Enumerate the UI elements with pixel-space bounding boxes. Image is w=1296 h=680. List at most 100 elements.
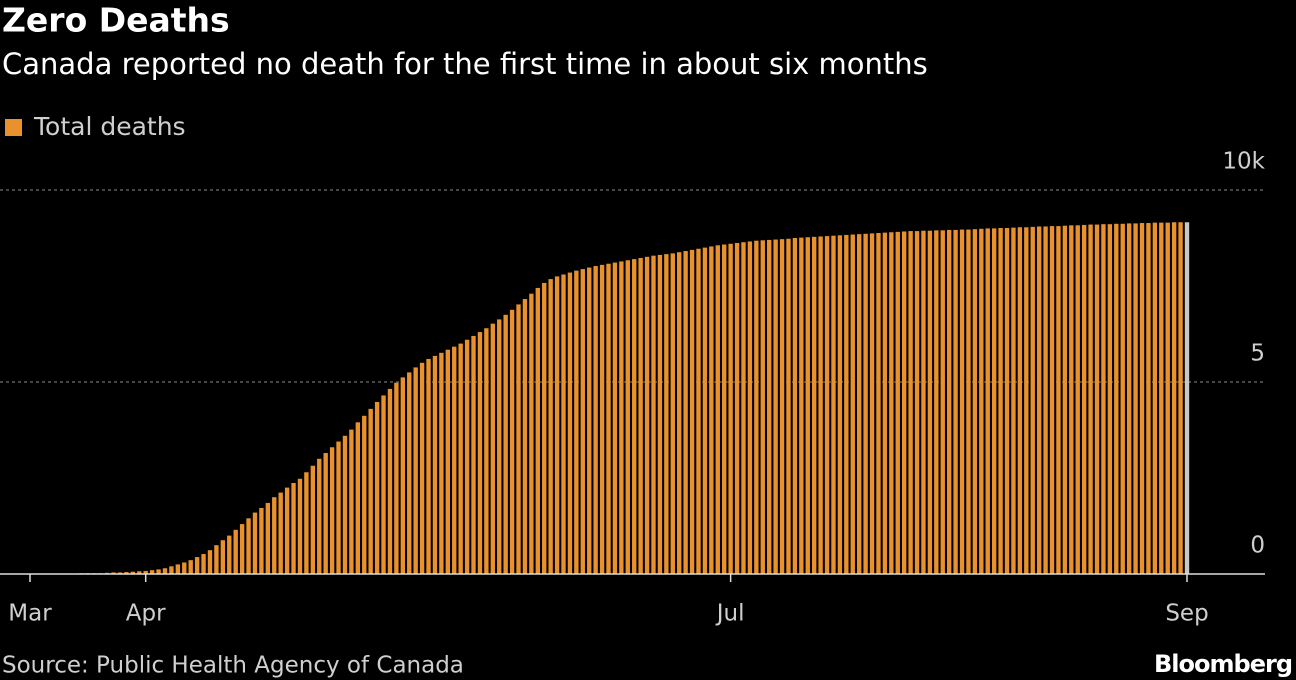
bar bbox=[1101, 224, 1106, 574]
bar bbox=[272, 497, 277, 574]
bar bbox=[394, 382, 399, 574]
bar bbox=[882, 232, 888, 574]
bar bbox=[477, 332, 483, 574]
bar bbox=[1069, 225, 1074, 574]
bar bbox=[297, 478, 303, 574]
bar bbox=[812, 236, 817, 574]
bar bbox=[632, 259, 637, 574]
credit: Bloomberg bbox=[1154, 650, 1292, 678]
bar bbox=[1114, 223, 1119, 575]
bar bbox=[252, 512, 258, 574]
bar bbox=[625, 260, 630, 574]
bar bbox=[696, 248, 701, 574]
bar bbox=[201, 554, 206, 574]
x-tick-label: Sep bbox=[1165, 601, 1208, 627]
bar bbox=[760, 240, 765, 574]
bar bbox=[464, 339, 470, 574]
bar bbox=[991, 228, 997, 574]
bar bbox=[1094, 224, 1100, 574]
bar bbox=[715, 245, 720, 574]
bar bbox=[407, 372, 412, 574]
bar bbox=[432, 355, 438, 574]
bar bbox=[1159, 222, 1164, 574]
bar bbox=[509, 309, 515, 574]
bar bbox=[1088, 224, 1093, 574]
bar bbox=[837, 235, 843, 574]
bar bbox=[117, 572, 123, 574]
bar bbox=[1165, 222, 1170, 574]
bar bbox=[336, 441, 341, 574]
bar bbox=[182, 562, 187, 574]
x-tick-label: Mar bbox=[8, 601, 52, 627]
bar bbox=[400, 377, 405, 574]
bar bbox=[927, 230, 933, 575]
bar bbox=[953, 229, 958, 574]
bar bbox=[677, 252, 682, 574]
bar bbox=[349, 429, 354, 574]
bar bbox=[1107, 224, 1113, 574]
bar bbox=[207, 550, 213, 574]
bar bbox=[734, 242, 740, 574]
bar bbox=[503, 314, 508, 574]
bar bbox=[426, 358, 431, 574]
bar bbox=[1017, 227, 1023, 575]
bar bbox=[1030, 226, 1035, 574]
bar bbox=[644, 256, 650, 574]
bar bbox=[934, 230, 939, 574]
bar bbox=[471, 335, 476, 574]
bar bbox=[259, 507, 264, 574]
bar bbox=[1171, 222, 1177, 575]
bar bbox=[175, 564, 181, 574]
bar bbox=[220, 540, 226, 574]
bar bbox=[972, 229, 978, 574]
bar bbox=[149, 570, 155, 574]
bar bbox=[1184, 222, 1190, 575]
bar bbox=[156, 569, 161, 574]
bar bbox=[484, 328, 489, 574]
bar bbox=[246, 518, 251, 574]
bar bbox=[1146, 223, 1151, 575]
bar bbox=[792, 238, 798, 574]
bar bbox=[587, 267, 592, 574]
bar bbox=[580, 269, 585, 574]
bar bbox=[1133, 223, 1138, 574]
bar bbox=[638, 257, 643, 574]
bar bbox=[908, 231, 913, 574]
bar bbox=[137, 571, 142, 574]
bar bbox=[381, 395, 386, 574]
bar bbox=[657, 254, 663, 574]
bar bbox=[355, 422, 361, 574]
bar bbox=[169, 566, 174, 574]
bar bbox=[522, 299, 528, 574]
bar bbox=[1049, 226, 1055, 574]
bar bbox=[265, 502, 271, 574]
y-tick-label: 0 bbox=[1250, 533, 1265, 559]
bar bbox=[869, 233, 875, 574]
bar bbox=[985, 228, 990, 574]
bar bbox=[779, 239, 785, 575]
bar bbox=[1056, 226, 1061, 574]
bar bbox=[799, 237, 804, 574]
bar bbox=[291, 482, 296, 574]
bar bbox=[342, 435, 348, 574]
bar bbox=[889, 232, 894, 575]
bar bbox=[1178, 222, 1183, 575]
bar bbox=[959, 229, 965, 574]
bar bbox=[689, 249, 695, 575]
bar bbox=[946, 229, 952, 574]
bar bbox=[850, 234, 855, 574]
bar bbox=[824, 236, 830, 574]
bar bbox=[940, 230, 945, 574]
bar bbox=[567, 272, 573, 574]
bar bbox=[554, 276, 560, 574]
bar bbox=[728, 243, 733, 574]
bar bbox=[914, 231, 920, 574]
bar bbox=[895, 231, 900, 574]
bar bbox=[741, 242, 746, 574]
bar bbox=[619, 261, 624, 574]
bar bbox=[1004, 228, 1010, 575]
bar bbox=[194, 557, 200, 574]
bar bbox=[683, 251, 688, 574]
bar bbox=[767, 239, 772, 575]
bar bbox=[233, 529, 238, 574]
